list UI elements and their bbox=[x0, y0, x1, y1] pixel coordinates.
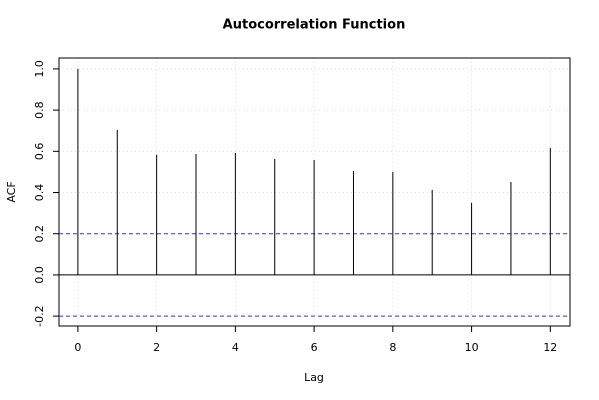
y-tick-label: -0.2 bbox=[33, 305, 46, 326]
y-tick-label: 0.4 bbox=[33, 184, 46, 202]
y-tick-label: 0.6 bbox=[33, 143, 46, 161]
y-tick-label: 1.0 bbox=[33, 60, 46, 78]
x-tick-label: 6 bbox=[311, 341, 318, 354]
y-axis-label: ACF bbox=[5, 181, 18, 202]
y-tick-label: 0.0 bbox=[33, 266, 46, 284]
x-tick-label: 0 bbox=[74, 341, 81, 354]
y-tick-label: 0.8 bbox=[33, 101, 46, 119]
plot-frame bbox=[58, 57, 571, 327]
chart-title: Autocorrelation Function bbox=[223, 18, 406, 33]
x-tick-label: 2 bbox=[153, 341, 160, 354]
x-tick-label: 8 bbox=[389, 341, 396, 354]
x-tick-label: 12 bbox=[543, 341, 557, 354]
x-tick-label: 4 bbox=[232, 341, 239, 354]
y-tick-label: 0.2 bbox=[33, 225, 46, 243]
x-tick-label: 10 bbox=[465, 341, 479, 354]
x-axis-label: Lag bbox=[304, 371, 324, 384]
